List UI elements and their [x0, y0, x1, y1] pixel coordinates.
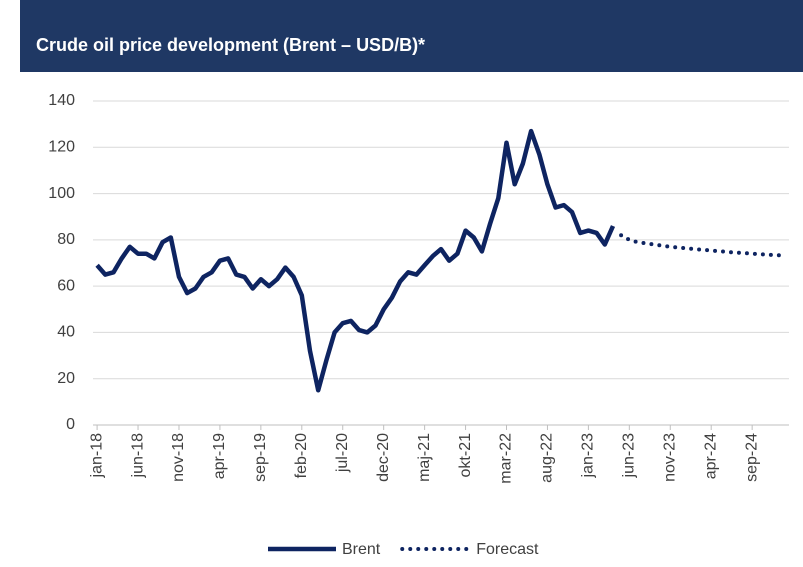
chart-title: Crude oil price development (Brent – USD… — [36, 35, 425, 55]
x-tick-label: sep-19 — [252, 433, 269, 482]
y-tick-label: 140 — [48, 92, 75, 109]
x-tick-label: jun-18 — [129, 433, 146, 479]
x-tick-label: apr-19 — [211, 433, 228, 479]
x-tick-label: jan-23 — [580, 433, 597, 479]
series-line — [95, 128, 616, 393]
x-tick-label: apr-24 — [702, 433, 719, 479]
y-tick-label: 40 — [57, 324, 75, 341]
x-tick-label: mar-22 — [498, 433, 515, 484]
x-tick-label: jun-23 — [621, 433, 638, 479]
legend-label: Brent — [342, 541, 381, 558]
x-tick-label: jul-20 — [334, 433, 351, 473]
y-tick-label: 80 — [57, 231, 75, 248]
y-tick-label: 120 — [48, 139, 75, 156]
x-tick-label: sep-24 — [743, 433, 760, 482]
x-tick-label: jan-18 — [88, 433, 105, 479]
x-tick-label: feb-20 — [293, 433, 310, 478]
x-tick-label: dec-20 — [375, 433, 392, 482]
x-tick-label: nov-23 — [661, 433, 678, 482]
series-line — [619, 233, 787, 258]
y-tick-label: 60 — [57, 277, 75, 294]
y-tick-label: 100 — [48, 185, 75, 202]
x-tick-label: okt-21 — [457, 433, 474, 478]
legend-label: Forecast — [476, 541, 539, 558]
x-tick-label: aug-22 — [539, 433, 556, 483]
y-tick-label: 0 — [66, 416, 75, 433]
x-tick-label: nov-18 — [170, 433, 187, 482]
x-tick-label: maj-21 — [416, 433, 433, 482]
y-tick-label: 20 — [57, 370, 75, 387]
header-band — [20, 0, 803, 72]
